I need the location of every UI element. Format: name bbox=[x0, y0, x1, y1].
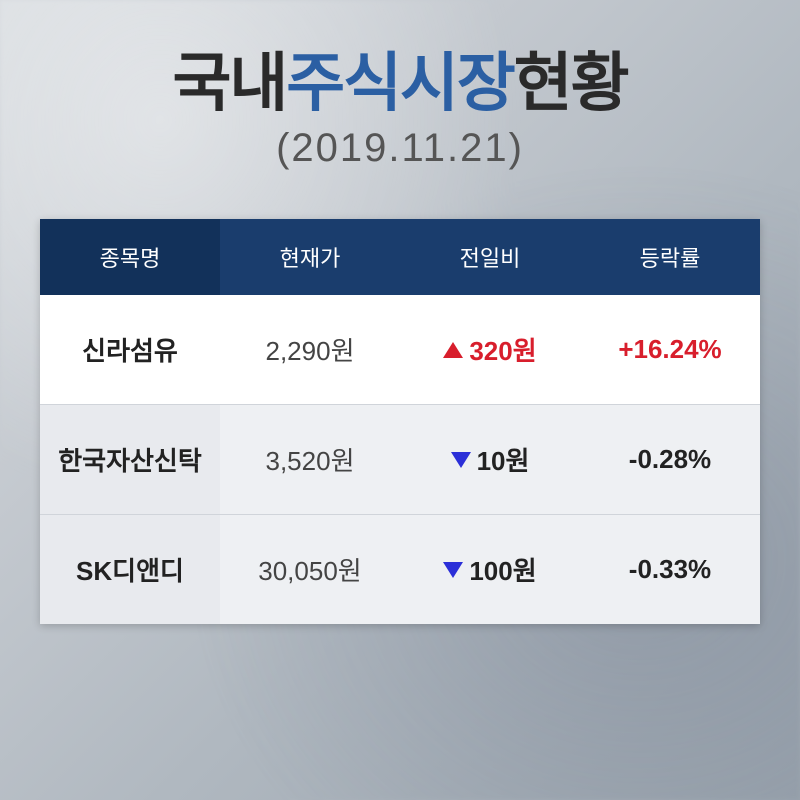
page-title: 국내주식시장현황 bbox=[172, 48, 627, 118]
stock-change: 100원 bbox=[400, 515, 580, 624]
stock-price: 30,050원 bbox=[220, 515, 400, 624]
title-part1: 국내 bbox=[172, 47, 286, 119]
table-row: 한국자산신탁 3,520원 10원 -0.28% bbox=[40, 405, 760, 515]
stock-table: 종목명 현재가 전일비 등락률 신라섬유 2,290원 320원 +16.24%… bbox=[40, 219, 760, 624]
change-value: 320원 bbox=[469, 331, 536, 368]
date-subtitle: (2019.11.21) bbox=[276, 126, 524, 171]
stock-price: 2,290원 bbox=[220, 295, 400, 404]
triangle-down-icon bbox=[443, 562, 463, 578]
table-body: 신라섬유 2,290원 320원 +16.24% 한국자산신탁 3,520원 1… bbox=[40, 295, 760, 624]
stock-rate: -0.28% bbox=[580, 405, 760, 514]
main-container: 국내주식시장현황 (2019.11.21) 종목명 현재가 전일비 등락률 신라… bbox=[0, 0, 800, 800]
table-row: 신라섬유 2,290원 320원 +16.24% bbox=[40, 295, 760, 405]
table-header: 종목명 현재가 전일비 등락률 bbox=[40, 219, 760, 295]
change-value: 100원 bbox=[469, 551, 536, 588]
stock-rate: +16.24% bbox=[580, 295, 760, 404]
title-part2: 현황 bbox=[514, 47, 628, 119]
stock-name: 신라섬유 bbox=[40, 295, 220, 404]
stock-rate: -0.33% bbox=[580, 515, 760, 624]
change-value: 10원 bbox=[477, 441, 530, 478]
col-name: 종목명 bbox=[40, 219, 220, 295]
stock-price: 3,520원 bbox=[220, 405, 400, 514]
stock-name: 한국자산신탁 bbox=[40, 405, 220, 514]
table-row: SK디앤디 30,050원 100원 -0.33% bbox=[40, 515, 760, 624]
col-rate: 등락률 bbox=[580, 219, 760, 295]
stock-name: SK디앤디 bbox=[40, 515, 220, 624]
col-change: 전일비 bbox=[400, 219, 580, 295]
stock-change: 10원 bbox=[400, 405, 580, 514]
col-price: 현재가 bbox=[220, 219, 400, 295]
stock-change: 320원 bbox=[400, 295, 580, 404]
triangle-up-icon bbox=[443, 342, 463, 358]
title-accent: 주식시장 bbox=[286, 47, 514, 119]
triangle-down-icon bbox=[451, 452, 471, 468]
